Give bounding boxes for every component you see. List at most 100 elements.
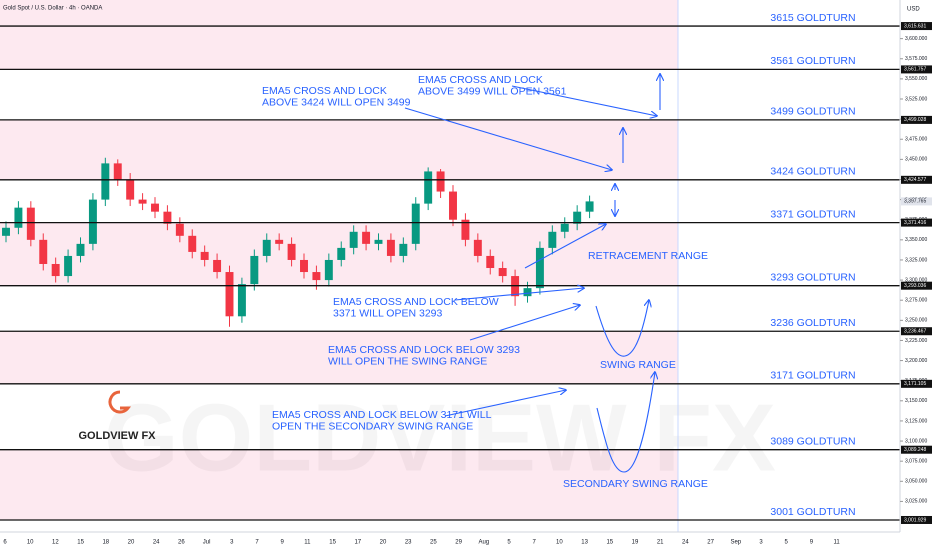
candle-body (312, 272, 321, 281)
last-price-label: 3,397.765 (904, 199, 926, 205)
candle-body (449, 191, 457, 220)
level-price-label: 3,089.248 (904, 447, 926, 453)
level-price-label: 3,561.757 (904, 67, 926, 73)
x-tick-label: 24 (153, 540, 160, 546)
candle-body (2, 227, 10, 236)
x-tick-label: 9 (810, 540, 814, 546)
level-price-box (901, 65, 932, 74)
arrow (469, 305, 580, 341)
x-tick-label: 20 (380, 540, 387, 546)
candle-body (436, 171, 445, 192)
level-price-box (901, 218, 932, 227)
level-name: 3171 GOLDTURN (770, 370, 855, 382)
level-name: 3001 GOLDTURN (770, 506, 855, 518)
y-tick-label: 3,025.000 (905, 499, 927, 505)
x-tick-label: Jul (203, 540, 211, 546)
annotation: ABOVE 3499 WILL OPEN 3561 (418, 85, 567, 97)
level-price-label: 3,293.036 (904, 283, 926, 289)
level-price-box (901, 379, 932, 388)
y-tick-label: 3,475.000 (905, 137, 927, 143)
candle-body (200, 251, 209, 260)
level-name: 3089 GOLDTURN (770, 435, 855, 447)
annotation: EMA5 CROSS AND LOCK (418, 74, 543, 86)
arrow (595, 300, 649, 357)
candle-body (585, 201, 594, 212)
candle-body (213, 259, 222, 273)
candle-body (101, 163, 110, 200)
candle-body (26, 207, 35, 240)
x-tick-label: Sep (730, 540, 741, 546)
candle-body (175, 223, 184, 236)
y-tick-label: 3,300.000 (905, 277, 927, 283)
y-tick-label: 3,250.000 (905, 318, 927, 324)
x-tick-label: 24 (682, 540, 689, 546)
candle-body (337, 247, 346, 260)
x-tick-label: 17 (354, 540, 361, 546)
axis: 3,025.000 3,050.000 3,075.000 3,100.000 3,12… (3, 22, 932, 546)
zone (0, 331, 678, 384)
x-axis-bg (0, 532, 932, 550)
candle-body (324, 259, 333, 281)
last-price-box (901, 197, 932, 206)
y-tick-label: 3,100.000 (905, 438, 927, 444)
y-tick-label: 3,075.000 (905, 459, 927, 465)
y-tick-label: 3,575.000 (905, 56, 927, 62)
candle-body (287, 243, 296, 260)
logo-icon (108, 390, 132, 414)
annotation: SWING RANGE (600, 359, 676, 371)
x-tick-label: 15 (606, 540, 613, 546)
candle-body (113, 163, 122, 180)
level-name: 3424 GOLDTURN (770, 166, 855, 178)
candle-body (275, 239, 284, 244)
x-tick-label: 10 (27, 540, 34, 546)
annotation: 3371 WILL OPEN 3293 (333, 307, 443, 319)
zone (0, 119, 678, 180)
x-tick-label: 6 (3, 540, 7, 546)
annotation: SECONDARY SWING RANGE (563, 478, 708, 490)
x-tick-label: 13 (581, 540, 588, 546)
arrows (404, 74, 660, 473)
x-tick-label: 18 (102, 540, 109, 546)
x-tick-label: 12 (52, 540, 59, 546)
level-name: 3236 GOLDTURN (770, 317, 855, 329)
candle-body (523, 288, 532, 297)
x-tick-label: 23 (405, 540, 412, 546)
level-price-label: 3,615.631 (904, 23, 926, 29)
level-price-box (901, 445, 932, 454)
candle-body (535, 247, 544, 289)
y-axis-bg (900, 0, 932, 550)
candle-body (188, 235, 197, 252)
x-tick-label: 11 (833, 540, 840, 546)
candle-body (88, 199, 97, 244)
candle-body (498, 268, 507, 277)
level-price-box (901, 175, 932, 184)
x-tick-label: Aug (478, 540, 489, 546)
currency: USD (907, 7, 920, 13)
level-name: 3499 GOLDTURN (770, 106, 855, 118)
y-tick-label: 3,600.000 (905, 36, 927, 42)
zone (0, 449, 678, 520)
x-tick-label: 7 (533, 540, 537, 546)
candle-body (399, 243, 408, 256)
level-price-box (901, 515, 932, 524)
y-tick-label: 3,350.000 (905, 237, 927, 243)
level-price-box (901, 22, 932, 31)
candle-body (138, 199, 147, 204)
y-tick-label: 3,150.000 (905, 398, 927, 404)
candle-body (548, 231, 557, 248)
y-tick-label: 3,200.000 (905, 358, 927, 364)
x-tick-label: 10 (556, 540, 563, 546)
candle-body (424, 171, 433, 204)
candle-body (560, 223, 569, 232)
x-tick-label: 15 (329, 540, 336, 546)
level-price-label: 3,001.929 (904, 517, 926, 523)
arrow (524, 224, 606, 269)
x-tick-label: 25 (430, 540, 437, 546)
x-tick-label: 7 (255, 540, 259, 546)
x-tick-label: 20 (128, 540, 135, 546)
arrow (444, 390, 566, 417)
x-tick-label: 3 (230, 540, 234, 546)
annotation: EMA5 CROSS AND LOCK BELOW 3171 WILL (272, 409, 492, 421)
watermark: GOLDVIEW FX (104, 384, 776, 491)
